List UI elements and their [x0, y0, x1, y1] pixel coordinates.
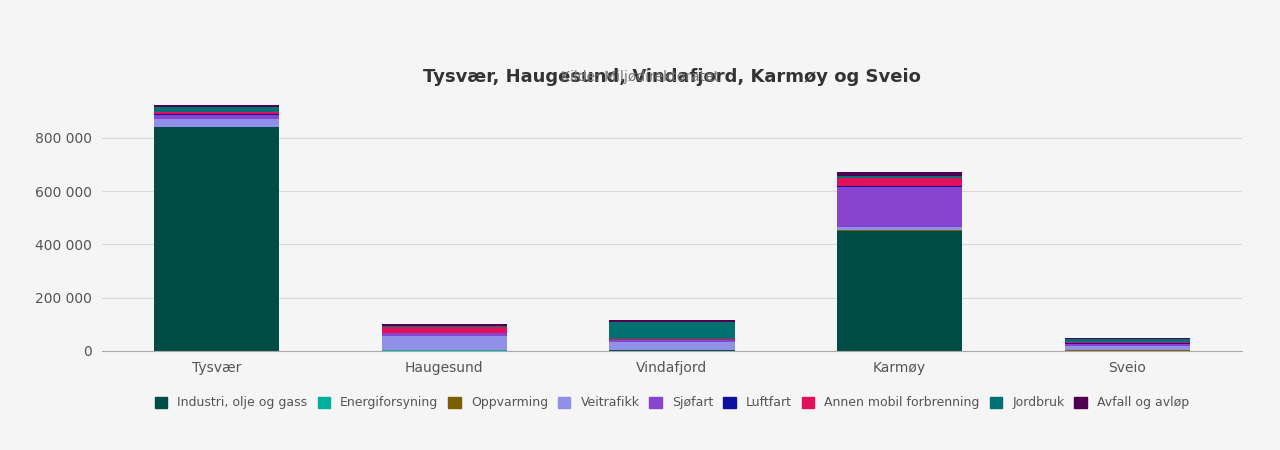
Bar [609, 322, 735, 339]
Bar [837, 186, 963, 187]
Bar [837, 178, 963, 186]
Bar [154, 112, 279, 114]
Bar [609, 340, 735, 342]
Bar [837, 230, 963, 231]
Bar [837, 187, 963, 227]
Bar [154, 108, 279, 112]
Bar [381, 336, 507, 350]
Text: Kilde: Miljødirektoratet: Kilde: Miljødirektoratet [561, 70, 719, 84]
Bar [837, 227, 963, 230]
Bar [1065, 343, 1190, 346]
Bar [381, 333, 507, 336]
Bar [1065, 342, 1190, 343]
Bar [154, 119, 279, 126]
Bar [154, 105, 279, 108]
Bar [837, 172, 963, 176]
Bar [154, 127, 279, 351]
Title: Tysvær, Haugesund, Vindafjord, Karmøy og Sveio: Tysvær, Haugesund, Vindafjord, Karmøy og… [424, 68, 920, 86]
Bar [609, 342, 735, 350]
Bar [1065, 346, 1190, 351]
Legend: Industri, olje og gass, Energiforsyning, Oppvarming, Veitrafikk, Sjøfart, Luftfa: Industri, olje og gass, Energiforsyning,… [155, 396, 1189, 410]
Bar [837, 231, 963, 351]
Bar [381, 326, 507, 327]
Bar [154, 115, 279, 119]
Bar [381, 327, 507, 333]
Bar [609, 350, 735, 351]
Bar [1065, 338, 1190, 342]
Bar [609, 320, 735, 322]
Bar [154, 114, 279, 115]
Bar [837, 176, 963, 178]
Bar [381, 324, 507, 326]
Bar [609, 339, 735, 340]
